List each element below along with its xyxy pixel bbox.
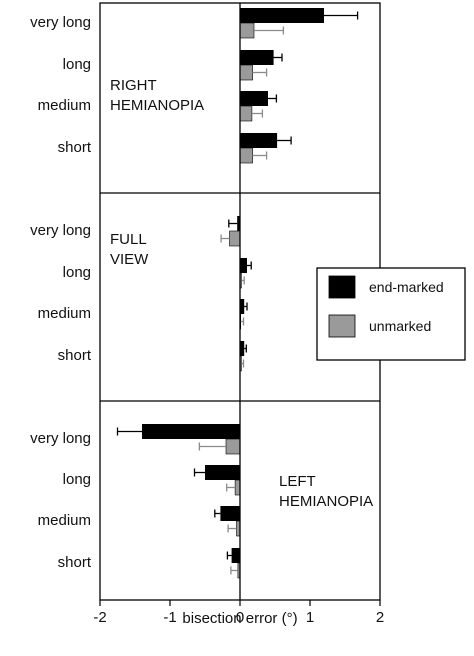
bar-end-marked-long	[240, 50, 274, 65]
legend-swatch-end-marked	[328, 275, 356, 299]
bar-end-marked-short	[240, 341, 245, 356]
legend-swatch-unmarked	[328, 314, 356, 338]
bar-unmarked-very-long	[225, 438, 241, 455]
x-tick-label: -2	[93, 609, 106, 626]
category-label: very long	[30, 14, 91, 31]
panel-label: HEMIANOPIA	[279, 493, 373, 510]
bar-end-marked-very-long	[142, 424, 240, 439]
bar-end-marked-short	[240, 133, 278, 148]
x-axis-label: bisection error (°)	[182, 610, 297, 627]
panel-2: very long long medium short FULL VIEW	[30, 216, 252, 372]
category-label: very long	[30, 430, 91, 447]
x-tick-label: 1	[306, 609, 314, 626]
legend-label: unmarked	[369, 318, 431, 334]
category-label: short	[58, 139, 92, 156]
x-tick-label: 2	[376, 609, 384, 626]
bar-unmarked-very-long	[229, 230, 241, 247]
category-label: long	[63, 471, 91, 488]
panel-label: FULL	[110, 231, 147, 248]
category-label: very long	[30, 222, 91, 239]
bar-unmarked-short	[239, 147, 253, 164]
category-label: long	[63, 264, 91, 281]
panel-label: RIGHT	[110, 77, 157, 94]
bar-end-marked-medium	[240, 299, 245, 314]
legend-label: end-marked	[369, 279, 444, 295]
category-label: medium	[38, 305, 91, 322]
bar-unmarked-long	[239, 64, 253, 81]
legend: end-marked unmarked	[316, 267, 466, 361]
panel-label: VIEW	[110, 251, 149, 268]
bar-unmarked-medium	[239, 105, 253, 122]
panel-label: HEMIANOPIA	[110, 97, 204, 114]
bar-end-marked-long	[205, 465, 240, 480]
bar-end-marked-long	[240, 258, 247, 273]
category-label: short	[58, 347, 92, 364]
category-label: short	[58, 554, 92, 571]
panel-label: LEFT	[279, 473, 316, 490]
bar-end-marked-short	[231, 548, 240, 563]
panel-1: very long long medium short RIGHT HEMIANOPIA	[30, 8, 359, 164]
x-tick-label: 0	[236, 609, 244, 626]
bar-end-marked-very-long	[240, 8, 324, 23]
bar-end-marked-medium	[220, 506, 240, 521]
category-label: medium	[38, 97, 91, 114]
bar-unmarked-long	[234, 479, 241, 496]
x-tick-label: -1	[163, 609, 176, 626]
category-label: medium	[38, 512, 91, 529]
category-label: long	[63, 56, 91, 73]
bar-end-marked-medium	[240, 91, 268, 106]
bar-end-marked-very-long	[237, 216, 240, 231]
panel-3: very long long medium short LEFT HEMIANOPIA	[30, 424, 373, 579]
x-axis: -2 -1 0 1 2	[93, 600, 384, 626]
bar-unmarked-very-long	[239, 22, 255, 39]
